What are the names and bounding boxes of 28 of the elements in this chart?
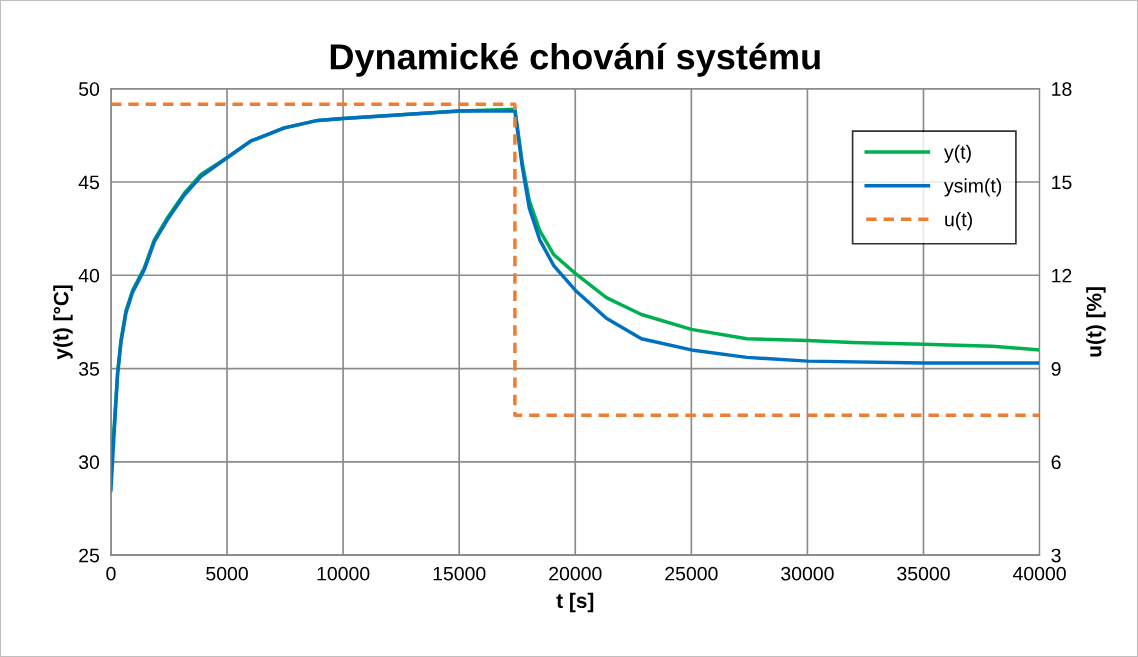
x-tick-label: 35000 [897, 566, 950, 581]
y-tick-label: 25 [79, 548, 100, 563]
y2-tick-label: 15 [1052, 175, 1072, 190]
y-axis-title: y(t) [°C] [53, 285, 73, 360]
x-tick-label: 30000 [781, 566, 834, 581]
y-tick-label: 35 [78, 362, 100, 376]
y2-tick-label: 12 [1052, 268, 1072, 283]
y2-tick-label: 9 [1051, 362, 1061, 376]
x-tick-label: 0 [106, 566, 116, 581]
chart-title: Dynamické chování systému [330, 42, 820, 77]
y-tick-label: 45 [78, 175, 100, 190]
legend-label: u(t) [945, 212, 972, 231]
x-tick-label: 20000 [549, 566, 602, 581]
legend-label: ysim(t) [944, 178, 1002, 197]
x-tick-label: 10000 [317, 566, 370, 581]
y2-tick-label: 3 [1051, 548, 1061, 563]
legend-label: y(t) [944, 144, 971, 163]
x-tick-label: 40000 [1012, 566, 1066, 581]
y2-axis-title: u(t) [%] [1086, 287, 1106, 357]
x-tick-label: 25000 [665, 566, 718, 581]
x-tick-label: 15000 [433, 566, 486, 581]
x-axis-title: t [s] [556, 592, 594, 613]
y-tick-label: 50 [79, 82, 100, 96]
x-tick-label: 5000 [206, 566, 248, 581]
y-tick-label: 30 [78, 455, 100, 470]
y2-tick-label: 18 [1052, 82, 1072, 96]
y-tick-label: 40 [78, 268, 100, 283]
y2-tick-label: 6 [1051, 455, 1061, 470]
